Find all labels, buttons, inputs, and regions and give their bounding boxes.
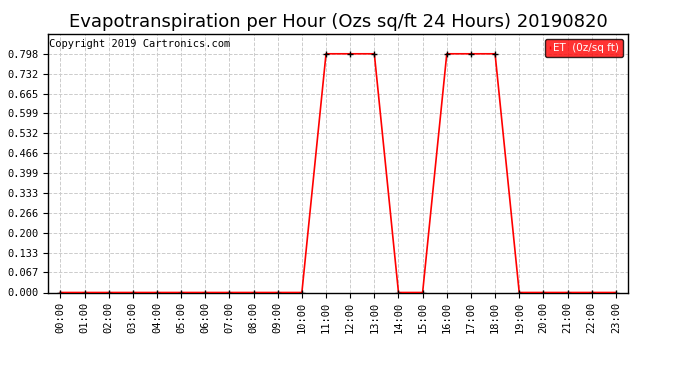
Title: Evapotranspiration per Hour (Ozs sq/ft 24 Hours) 20190820: Evapotranspiration per Hour (Ozs sq/ft 2… bbox=[69, 13, 607, 31]
Legend: ET  (0z/sq ft): ET (0z/sq ft) bbox=[545, 39, 622, 57]
Text: Copyright 2019 Cartronics.com: Copyright 2019 Cartronics.com bbox=[50, 39, 230, 49]
